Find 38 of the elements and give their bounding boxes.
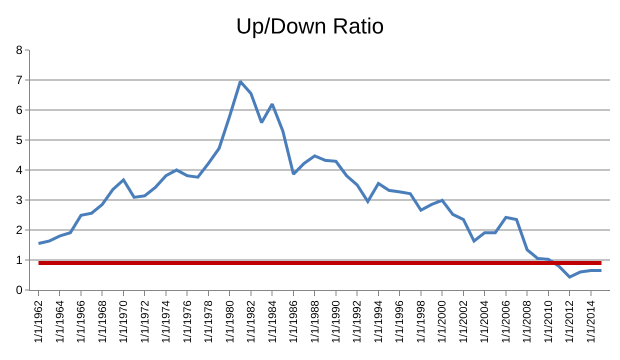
x-tick-label: 1/1/1986 (288, 300, 300, 344)
x-tick-label: 1/1/1990 (330, 300, 343, 344)
x-tick-label: 1/1/1984 (266, 300, 279, 344)
y-tick-label: 1 (16, 253, 23, 268)
y-tick-label: 7 (16, 73, 23, 88)
chart-title: Up/Down Ratio (236, 13, 384, 38)
x-tick-label: 1/1/2014 (585, 300, 598, 344)
x-tick-label: 1/1/2010 (542, 300, 555, 344)
x-tick-label: 1/1/2002 (458, 300, 470, 344)
x-tick-label: 1/1/1972 (139, 300, 152, 344)
x-tick-label: 1/1/1962 (33, 300, 46, 344)
y-tick-label: 8 (16, 43, 23, 58)
x-tick-label: 1/1/2000 (436, 300, 449, 344)
x-tick-label: 1/1/2012 (564, 300, 576, 344)
y-tick-label: 5 (16, 133, 23, 148)
y-tick-label: 4 (16, 163, 23, 178)
x-tick-label: 1/1/1970 (118, 300, 130, 344)
x-tick-label: 1/1/1966 (76, 300, 88, 344)
x-tick-label: 1/1/1998 (415, 300, 428, 344)
x-tick-label: 1/1/1968 (96, 300, 109, 344)
x-tick-label: 1/1/2006 (500, 300, 512, 344)
y-tick-label: 6 (16, 103, 23, 118)
x-tick-label: 1/1/2008 (522, 300, 534, 344)
x-tick-label: 1/1/1994 (372, 300, 385, 344)
x-tick-label: 1/1/1992 (352, 300, 364, 344)
x-tick-label: 1/1/1980 (224, 300, 236, 344)
y-tick-label: 0 (16, 283, 23, 298)
x-tick-label: 1/1/1974 (160, 300, 173, 344)
x-tick-label: 1/1/1964 (54, 300, 66, 344)
y-tick-label: 2 (16, 223, 23, 238)
x-tick-label: 1/1/1982 (246, 300, 258, 344)
y-tick-label: 3 (16, 193, 23, 208)
x-tick-label: 1/1/1976 (182, 300, 194, 344)
x-tick-label: 1/1/1996 (394, 300, 406, 344)
x-tick-label: 1/1/1978 (203, 300, 216, 344)
line-series (37, 80, 603, 279)
x-tick-label: 1/1/1988 (309, 300, 322, 344)
x-tick-label: 1/1/2004 (479, 300, 492, 344)
